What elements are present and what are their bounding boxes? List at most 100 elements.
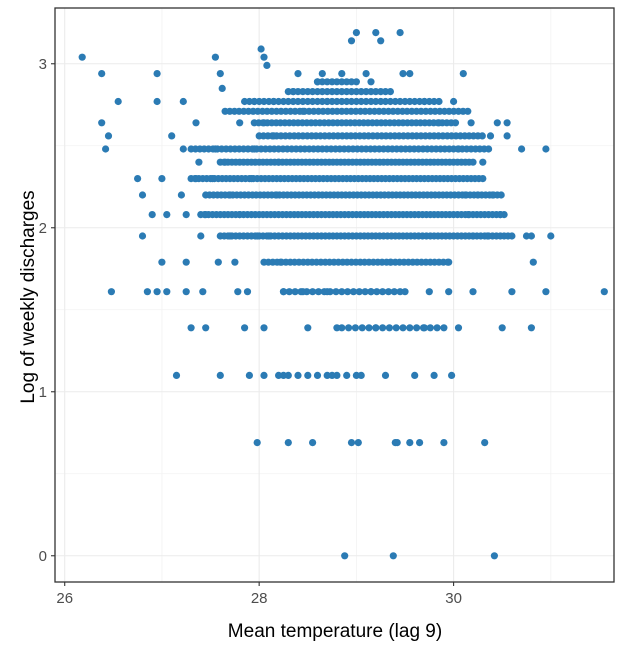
- data-point: [450, 97, 458, 106]
- data-point: [138, 232, 147, 240]
- data-point: [467, 119, 475, 127]
- data-point: [352, 28, 360, 37]
- data-point: [435, 119, 443, 127]
- data-point: [459, 70, 467, 78]
- data-point: [211, 145, 219, 153]
- data-point: [478, 132, 486, 140]
- data-point: [347, 37, 356, 45]
- x-tick-label: 28: [251, 590, 268, 607]
- data-point: [313, 78, 322, 86]
- data-point: [199, 288, 207, 296]
- data-point: [318, 70, 326, 78]
- data-point: [496, 211, 504, 219]
- data-point: [389, 552, 397, 560]
- data-point: [172, 371, 181, 379]
- data-point: [497, 191, 505, 199]
- data-point: [373, 288, 381, 296]
- data-point: [469, 232, 477, 240]
- data-point: [148, 211, 156, 219]
- x-axis-title: Mean temperature (lag 9): [228, 621, 442, 642]
- data-point: [279, 288, 288, 296]
- data-point: [143, 288, 151, 296]
- data-point: [216, 371, 224, 379]
- data-point: [469, 288, 477, 296]
- data-point: [333, 324, 341, 332]
- data-point: [260, 324, 268, 332]
- data-point: [284, 439, 292, 447]
- data-point: [134, 175, 142, 183]
- data-point: [153, 97, 161, 106]
- x-tick-label: 30: [445, 590, 462, 607]
- data-point: [158, 175, 166, 183]
- data-point: [343, 371, 351, 379]
- data-point: [518, 145, 526, 153]
- panel-border: [54, 7, 615, 583]
- data-point: [214, 258, 222, 266]
- data-point: [192, 119, 200, 127]
- data-point: [299, 107, 307, 115]
- data-point: [182, 211, 190, 219]
- data-point: [309, 439, 317, 447]
- data-point: [420, 324, 428, 332]
- data-point: [445, 258, 453, 266]
- data-point: [102, 145, 110, 153]
- data-point: [138, 191, 147, 199]
- data-point: [153, 288, 161, 296]
- data-point: [234, 288, 242, 296]
- data-point: [469, 158, 477, 166]
- data-point: [294, 70, 302, 78]
- data-point: [600, 288, 608, 296]
- data-point: [498, 324, 506, 332]
- data-point: [153, 70, 161, 78]
- data-point: [294, 371, 302, 379]
- data-point: [377, 37, 385, 45]
- data-point: [420, 97, 428, 106]
- data-point: [260, 119, 268, 127]
- data-point: [158, 258, 166, 266]
- data-point: [78, 53, 86, 61]
- data-point: [279, 371, 288, 379]
- data-points: [78, 28, 608, 560]
- data-point: [399, 70, 407, 78]
- data-point: [440, 439, 448, 447]
- data-point: [250, 145, 258, 153]
- data-point: [347, 439, 356, 447]
- data-point: [226, 232, 234, 240]
- data-point: [304, 371, 312, 379]
- data-point: [485, 145, 493, 153]
- data-point: [542, 145, 550, 153]
- data-point: [168, 132, 176, 140]
- data-point: [396, 28, 404, 37]
- data-point: [192, 175, 200, 183]
- y-axis-ticks: 0 1 2 3: [39, 56, 55, 565]
- data-point: [195, 158, 203, 166]
- y-axis-title: Log of weekly discharges: [18, 190, 39, 403]
- data-point: [182, 288, 190, 296]
- data-point: [527, 324, 536, 332]
- data-point: [276, 258, 285, 266]
- data-point: [226, 191, 234, 199]
- data-point: [474, 191, 482, 199]
- data-point: [104, 132, 113, 140]
- data-point: [508, 232, 516, 240]
- data-point: [406, 439, 414, 447]
- data-point: [98, 119, 106, 127]
- data-point: [349, 288, 358, 296]
- data-point: [313, 371, 322, 379]
- data-point: [479, 175, 487, 183]
- data-point: [425, 288, 433, 296]
- data-point: [451, 119, 460, 127]
- data-point: [241, 324, 249, 332]
- data-point: [481, 439, 489, 447]
- data-point: [508, 288, 516, 296]
- data-point: [299, 288, 307, 296]
- data-point: [163, 211, 171, 219]
- data-point: [354, 439, 362, 447]
- data-point: [390, 288, 398, 296]
- data-point: [393, 439, 401, 447]
- data-point: [416, 439, 424, 447]
- data-point: [236, 119, 244, 127]
- data-point: [260, 371, 268, 379]
